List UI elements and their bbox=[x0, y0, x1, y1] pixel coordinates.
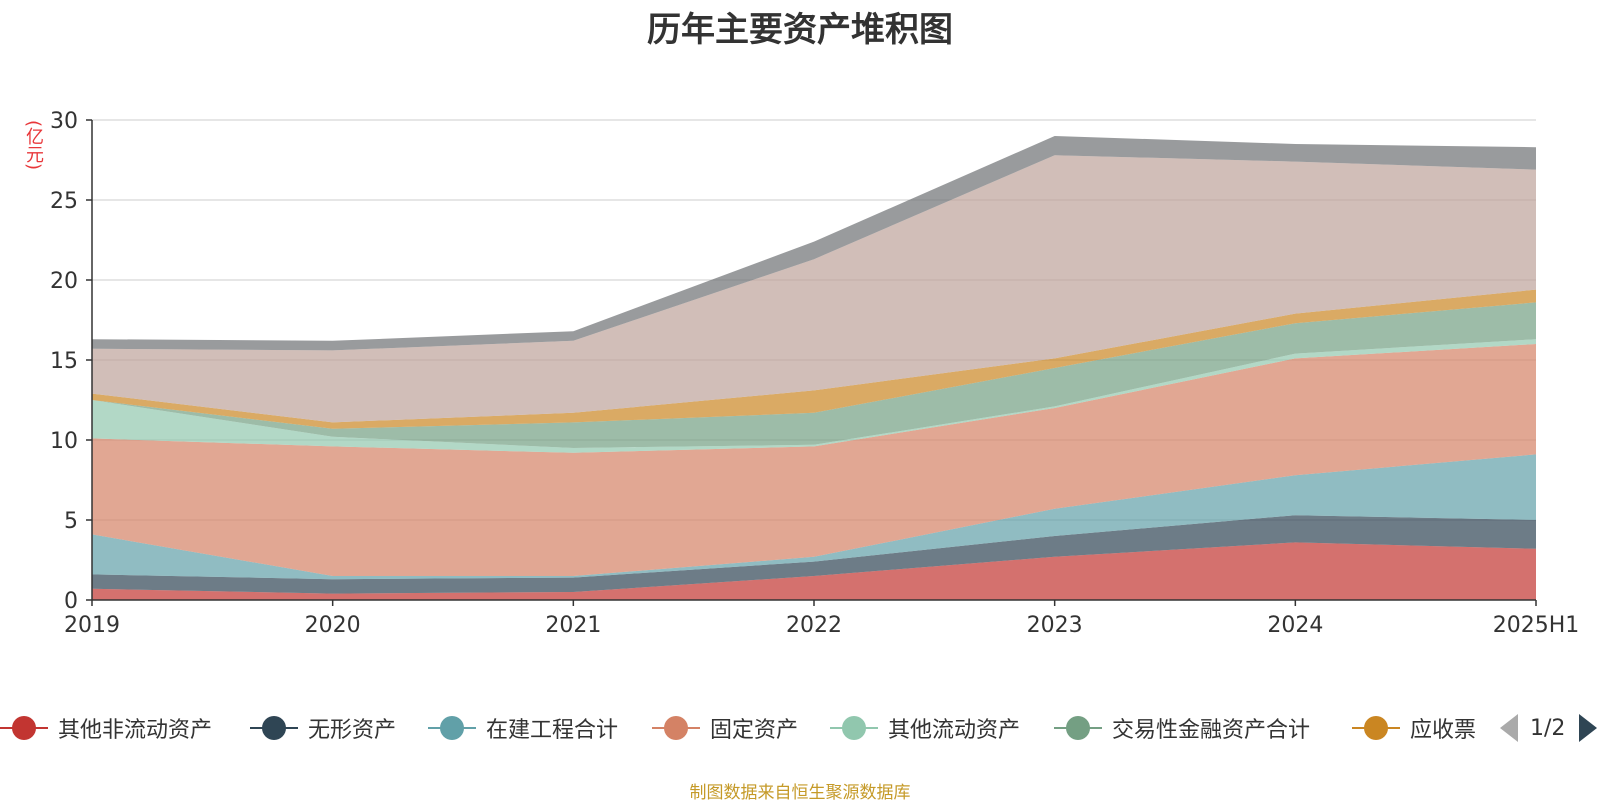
area-series-2 bbox=[92, 454, 1536, 580]
legend-pager: 1/2 bbox=[1500, 708, 1598, 748]
stacked-area-chart: 0 5 10 15 20 25 30 2019 2020 2021 2022 2023 2024 2025… bbox=[50, 109, 1580, 638]
area-series-6 bbox=[92, 289, 1536, 429]
legend-item[interactable]: 应收票 bbox=[1352, 708, 1476, 748]
legend-item[interactable]: 其他流动资产 bbox=[830, 708, 1020, 748]
legend-marker-icon bbox=[652, 714, 700, 742]
x-tick-label: 2021 bbox=[545, 613, 601, 638]
area-series-3 bbox=[92, 344, 1536, 576]
legend-item[interactable]: 无形资产 bbox=[250, 708, 396, 748]
legend-label: 应收票 bbox=[1410, 718, 1477, 743]
legend-page-indicator: 1/2 bbox=[1530, 715, 1566, 741]
y-tick-label: 25 bbox=[50, 189, 78, 214]
area-series-0 bbox=[92, 542, 1536, 600]
legend-item[interactable]: 在建工程合计 bbox=[428, 708, 618, 748]
legend-label: 固定资产 bbox=[710, 718, 799, 743]
area-series-7 bbox=[92, 155, 1536, 423]
legend-marker-icon bbox=[830, 714, 878, 742]
y-tick-label: 30 bbox=[50, 109, 78, 134]
legend-label: 交易性金融资产合计 bbox=[1112, 718, 1311, 743]
y-tick-label: 10 bbox=[50, 429, 78, 454]
y-tick-label: 0 bbox=[64, 589, 78, 614]
legend-label: 其他非流动资产 bbox=[58, 718, 213, 743]
y-tick-label: 5 bbox=[64, 509, 78, 534]
legend-item[interactable]: 固定资产 bbox=[652, 708, 798, 748]
legend-label: 其他流动资产 bbox=[888, 718, 1021, 743]
area-series-1 bbox=[92, 515, 1536, 594]
legend-marker-icon bbox=[1352, 714, 1400, 742]
legend-next-page-icon[interactable] bbox=[1579, 714, 1598, 742]
legend-marker-icon bbox=[1054, 714, 1102, 742]
legend: 其他非流动资产 无形资产 在建工程合计 固定资产 其他流动资产 交易性金融资产合计 应收票 bbox=[0, 708, 1600, 748]
data-source-note: 制图数据来自恒生聚源数据库 bbox=[689, 783, 911, 803]
legend-item[interactable]: 其他非流动资产 bbox=[0, 708, 212, 748]
area-series-8 bbox=[92, 136, 1536, 351]
x-tick-label: 2024 bbox=[1267, 613, 1323, 638]
x-tick-label: 2023 bbox=[1027, 613, 1083, 638]
y-axis-unit-label: (亿元) bbox=[23, 120, 44, 171]
y-tick-label: 20 bbox=[50, 269, 78, 294]
chart-title: 历年主要资产堆积图 bbox=[647, 10, 953, 50]
legend-prev-page-icon[interactable] bbox=[1500, 714, 1518, 742]
x-tick-label: 2025H1 bbox=[1493, 613, 1580, 638]
legend-marker-icon bbox=[250, 714, 298, 742]
x-tick-label: 2019 bbox=[64, 613, 120, 638]
area-series-5 bbox=[92, 302, 1536, 448]
legend-marker-icon bbox=[0, 714, 48, 742]
y-tick-label: 15 bbox=[50, 349, 78, 374]
legend-label: 在建工程合计 bbox=[486, 718, 619, 743]
legend-marker-icon bbox=[428, 714, 476, 742]
x-tick-label: 2022 bbox=[786, 613, 842, 638]
x-tick-label: 2020 bbox=[305, 613, 361, 638]
legend-item[interactable]: 交易性金融资产合计 bbox=[1054, 708, 1310, 748]
area-series-4 bbox=[92, 339, 1536, 453]
legend-label: 无形资产 bbox=[308, 718, 397, 743]
